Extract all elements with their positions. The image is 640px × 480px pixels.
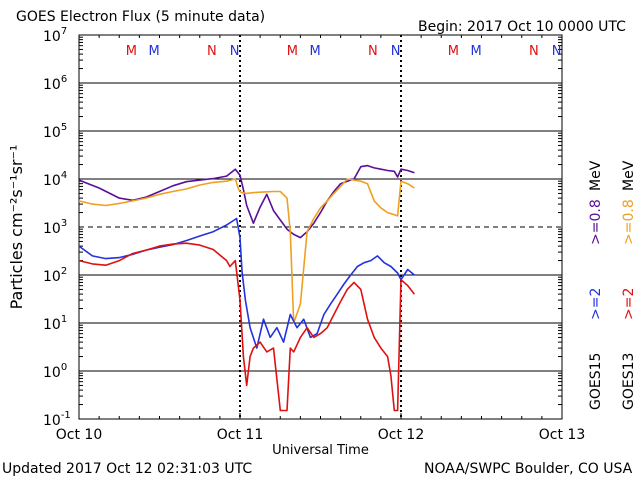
series-line <box>78 164 415 239</box>
noon-midnight-marker: M <box>149 44 160 59</box>
noon-midnight-marker: N <box>552 44 562 59</box>
series-line <box>78 217 415 349</box>
y-tick-label: 106 <box>43 74 67 93</box>
credit-label: NOAA/SWPC Boulder, CO USA <box>424 461 633 477</box>
series-line <box>78 242 416 412</box>
y-tick-label: 100 <box>43 362 67 381</box>
legend-unit: MeV <box>588 160 604 191</box>
noon-midnight-marker: M <box>310 44 321 59</box>
series-line <box>78 178 415 324</box>
y-tick-label: 103 <box>43 218 67 237</box>
legend-goes15-label: GOES15 <box>588 353 604 410</box>
updated-timestamp: Updated 2017 Oct 12 02:31:03 UTC <box>2 461 253 477</box>
begin-date: Begin: 2017 Oct 10 0000 UTC <box>418 19 626 35</box>
noon-midnight-marker: M <box>287 44 298 59</box>
x-tick-label: Oct 12 <box>378 427 424 443</box>
legend-entry: >=0.8 <box>621 199 637 245</box>
legend-entry: >=2 <box>621 288 637 320</box>
legend-goes13-label: GOES13 <box>621 353 637 410</box>
noon-midnight-marker: N <box>230 44 240 59</box>
noon-midnight-marker: N <box>529 44 539 59</box>
noon-midnight-marker: M <box>471 44 482 59</box>
x-tick-label: Oct 11 <box>217 427 263 443</box>
noon-midnight-marker: M <box>448 44 459 59</box>
legend-unit: MeV <box>621 160 637 191</box>
y-axis-label: Particles cm⁻²s⁻¹sr⁻¹ <box>7 145 26 310</box>
x-tick-label: Oct 10 <box>56 427 102 443</box>
y-tick-label: 107 <box>43 26 67 45</box>
y-tick-label: 10-1 <box>43 410 71 429</box>
y-tick-label: 102 <box>43 266 67 285</box>
y-tick-label: 101 <box>43 314 67 333</box>
y-tick-label: 104 <box>43 170 67 189</box>
legend-entry: >=0.8 <box>588 199 604 245</box>
noon-midnight-marker: N <box>368 44 378 59</box>
x-tick-label: Oct 13 <box>539 427 585 443</box>
noon-midnight-marker: N <box>391 44 401 59</box>
x-axis-label: Universal Time <box>272 443 369 458</box>
y-tick-label: 105 <box>43 122 67 141</box>
chart-title: GOES Electron Flux (5 minute data) <box>16 9 266 25</box>
legend-entry: >=2 <box>588 288 604 320</box>
noon-midnight-marker: M <box>126 44 137 59</box>
noon-midnight-marker: N <box>207 44 217 59</box>
